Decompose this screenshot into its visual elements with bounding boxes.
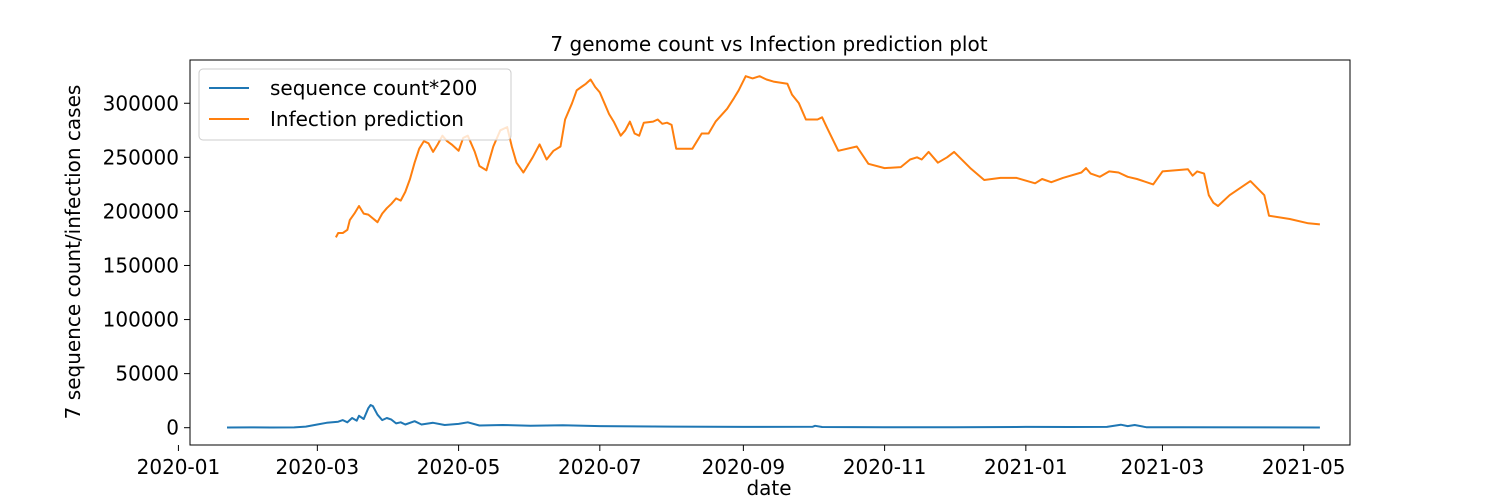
y-tick-label: 0 [166, 416, 179, 440]
x-tick-label: 2020-03 [276, 455, 360, 479]
x-tick-label: 2020-05 [417, 455, 501, 479]
y-tick-label: 250000 [103, 145, 179, 169]
plot-frame [189, 59, 1351, 446]
y-axis-label: 7 sequence count/infection cases [61, 85, 85, 420]
x-axis-label: date [746, 476, 791, 500]
y-tick-label: 50000 [115, 362, 179, 386]
x-axis: 2020-01 2020-03 2020-05 2020-07 2020-09 2020-… [137, 445, 1346, 479]
x-tick-label: 2021-05 [1262, 455, 1346, 479]
x-tick-label: 2021-01 [984, 455, 1068, 479]
plot-lines [226, 75, 1320, 429]
series-line-1 [335, 75, 1320, 238]
x-tick-label: 2020-07 [558, 455, 642, 479]
legend-label-series-0: sequence count*200 [270, 76, 477, 100]
legend-label-series-1: Infection prediction [270, 107, 464, 131]
y-axis: 0 50000 100000 150000 200000 250000 300000 [103, 91, 190, 440]
x-tick-label: 2020-09 [702, 455, 786, 479]
y-tick-label: 100000 [103, 308, 179, 332]
legend: sequence count*200 Infection prediction [198, 68, 512, 141]
x-tick-label: 2020-11 [843, 455, 927, 479]
series-line-0 [226, 404, 1320, 429]
legend-box [198, 68, 512, 141]
chart-title: 7 genome count vs Infection prediction p… [550, 32, 987, 56]
x-tick-label: 2020-01 [137, 455, 221, 479]
x-tick-label: 2021-03 [1121, 455, 1205, 479]
y-tick-label: 200000 [103, 199, 179, 223]
y-tick-label: 300000 [103, 91, 179, 115]
y-tick-label: 150000 [103, 253, 179, 277]
